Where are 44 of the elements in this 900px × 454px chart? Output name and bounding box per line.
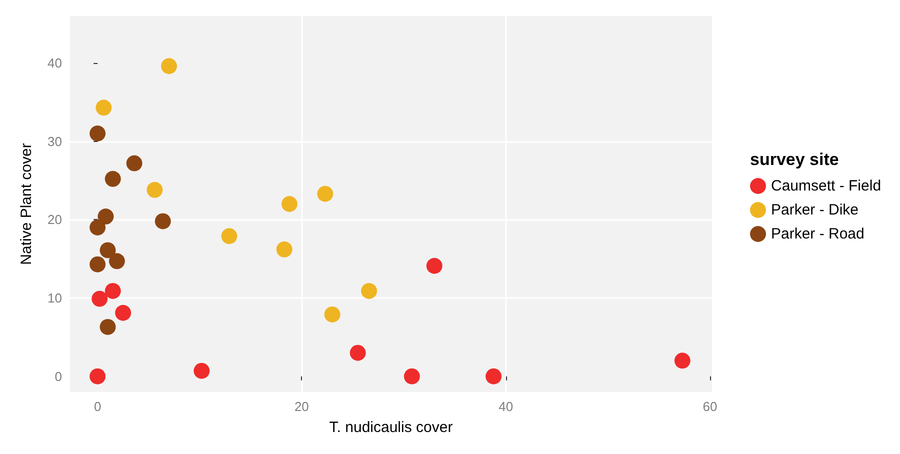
- point: [281, 196, 298, 212]
- point: [324, 306, 340, 322]
- x-tick-label: 60: [702, 399, 718, 414]
- point: [674, 352, 690, 369]
- legend-label: Caumsett - Field: [771, 178, 882, 194]
- point: [100, 318, 116, 335]
- x-tick-label: 20: [294, 399, 309, 414]
- legend-title: survey site: [750, 150, 839, 169]
- point: [146, 182, 163, 198]
- y-tick-label: 0: [54, 368, 62, 384]
- point: [154, 213, 171, 230]
- point: [98, 208, 114, 225]
- point: [90, 256, 106, 272]
- y-tick-label: 20: [48, 212, 62, 228]
- legend-label: Parker - Road: [771, 226, 864, 242]
- point: [426, 258, 442, 274]
- point: [104, 282, 121, 299]
- x-tick-label: 40: [498, 399, 514, 414]
- point: [90, 368, 106, 384]
- point: [221, 228, 238, 244]
- point: [161, 58, 178, 74]
- point: [126, 155, 142, 172]
- point: [350, 344, 366, 361]
- point: [115, 304, 132, 321]
- y-tick-label: 10: [48, 290, 62, 306]
- point: [90, 220, 106, 236]
- x-tick-label: 0: [94, 399, 102, 414]
- point: [361, 282, 378, 299]
- point: [96, 100, 112, 116]
- point: [317, 186, 334, 202]
- point: [404, 368, 420, 384]
- point: [486, 368, 502, 384]
- point: [108, 253, 125, 270]
- x-axis-title: T. nudicaulis cover: [329, 419, 453, 436]
- y-tick-label: 40: [48, 56, 62, 70]
- legend-label: Parker - Dike: [771, 202, 859, 218]
- point: [276, 241, 292, 258]
- point: [90, 126, 106, 142]
- y-tick-label: 30: [48, 134, 62, 149]
- point: [92, 290, 108, 307]
- point: [194, 362, 210, 379]
- point: [100, 242, 116, 258]
- y-axis-title: Native Plant cover: [18, 143, 35, 265]
- point: [104, 170, 121, 187]
